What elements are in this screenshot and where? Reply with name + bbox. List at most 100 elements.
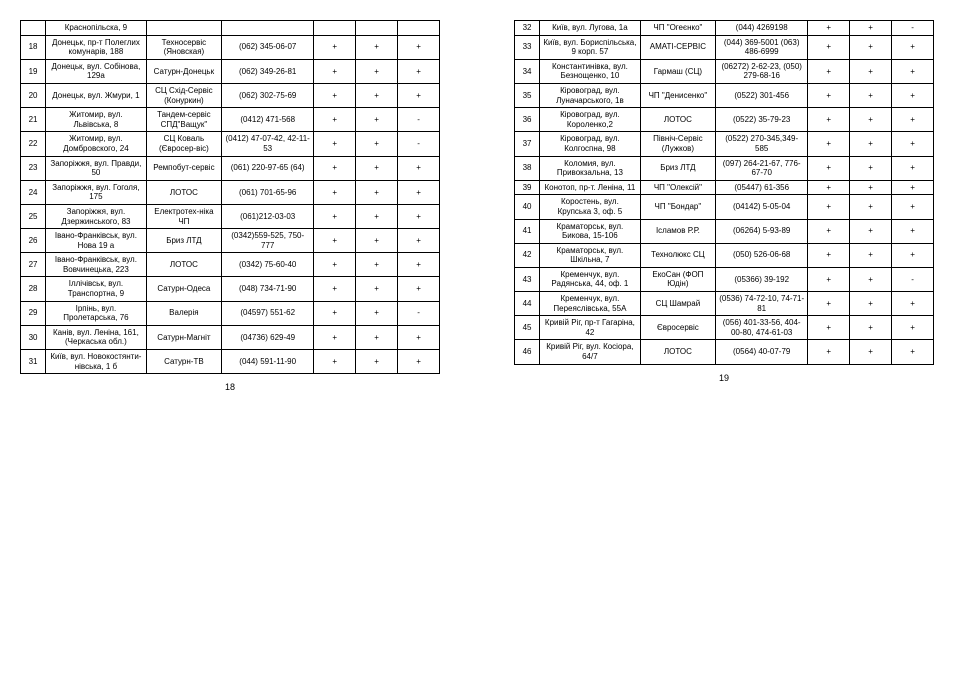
phone-cell: (05447) 61-356 [716,180,808,195]
row-number: 31 [21,350,46,374]
mark-cell: + [850,195,892,219]
left-page: Краснопільска, 918Донецьк, пр-т Полеглих… [0,0,460,675]
table-row: 36Кіровоград, вул. Короленко,2ЛОТОС(0522… [515,108,934,132]
company-cell: Північ-Сервіс (Лужков) [640,132,715,156]
company-cell: ЧП "Олексій" [640,180,715,195]
company-cell [146,21,221,36]
address-cell: Канів, вул. Леніна, 161, (Черкаська обл.… [46,325,147,349]
mark-cell: + [892,59,934,83]
company-cell: Бриз ЛТД [146,229,221,253]
company-cell: Тандем-сервіс СПД"Ващук" [146,108,221,132]
mark-cell: + [808,156,850,180]
mark-cell: + [314,277,356,301]
address-cell: Запоріжжя, вул. Гоголя, 175 [46,180,147,204]
table-row: 26Івано-Франківськ, вул. Нова 19 аБриз Л… [21,229,440,253]
mark-cell: + [808,316,850,340]
row-number: 43 [515,267,540,291]
mark-cell: + [892,195,934,219]
phone-cell: (0536) 74-72-10, 74-71-81 [716,292,808,316]
phone-cell: (0342) 75-60-40 [222,253,314,277]
mark-cell: + [892,108,934,132]
mark-cell: + [892,35,934,59]
company-cell: Сатурн-Одеса [146,277,221,301]
phone-cell: (0564) 40-07-79 [716,340,808,364]
row-number: 46 [515,340,540,364]
mark-cell: + [356,180,398,204]
mark-cell: + [356,350,398,374]
row-number: 26 [21,229,46,253]
mark-cell: + [398,350,440,374]
address-cell: Іллічівськ, вул. Транспортна, 9 [46,277,147,301]
page-number-left: 18 [20,382,440,392]
phone-cell: (044) 369-5001 (063) 486-6999 [716,35,808,59]
company-cell: Сатурн-ТВ [146,350,221,374]
address-cell: Кривій Ріг, пр-т Гагаріна, 42 [540,316,641,340]
phone-cell: (04142) 5-05-04 [716,195,808,219]
address-cell: Краснопільска, 9 [46,21,147,36]
mark-cell: + [808,340,850,364]
row-number: 30 [21,325,46,349]
phone-cell: (061)212-03-03 [222,204,314,228]
mark-cell: + [398,83,440,107]
address-cell: Житомир, вул. Домбровского, 24 [46,132,147,156]
address-cell: Київ, вул. Новокостянти-нівська, 1 б [46,350,147,374]
phone-cell: (06264) 5-93-89 [716,219,808,243]
phone-cell: (048) 734-71-90 [222,277,314,301]
row-number: 21 [21,108,46,132]
company-cell: Євросервіс [640,316,715,340]
mark-cell: + [398,204,440,228]
mark-cell: + [850,21,892,36]
mark-cell [314,21,356,36]
mark-cell: + [850,108,892,132]
company-cell: Ремпобут-сервіс [146,156,221,180]
company-cell: Сатурн-Магніт [146,325,221,349]
phone-cell: (062) 302-75-69 [222,83,314,107]
table-row: 44Кременчук, вул. Переяслівська, 55АСЦ Ш… [515,292,934,316]
mark-cell: + [808,108,850,132]
company-cell: Техносервіс (Яновская) [146,35,221,59]
row-number: 24 [21,180,46,204]
mark-cell [398,21,440,36]
mark-cell: + [808,83,850,107]
phone-cell [222,21,314,36]
row-number [21,21,46,36]
mark-cell: + [808,180,850,195]
company-cell: ЛОТОС [146,253,221,277]
mark-cell: + [850,83,892,107]
mark-cell: + [314,229,356,253]
row-number: 33 [515,35,540,59]
table-row: 18Донецьк, пр-т Полеглих комунарів, 188Т… [21,35,440,59]
table-row: 45Кривій Ріг, пр-т Гагаріна, 42Євросерві… [515,316,934,340]
mark-cell: + [356,325,398,349]
mark-cell: + [808,59,850,83]
phone-cell: (04736) 629-49 [222,325,314,349]
table-row: 35Кіровоград, вул. Луначарського, 1вЧП "… [515,83,934,107]
address-cell: Івано-Франківськ, вул. Вовчинецька, 223 [46,253,147,277]
address-cell: Кривій Ріг, вул. Косіора, 64/7 [540,340,641,364]
phone-cell: (0412) 47-07-42, 42-11-53 [222,132,314,156]
mark-cell: + [808,132,850,156]
table-row: 20Донецьк, вул. Жмури, 1СЦ Схід-Сервіс (… [21,83,440,107]
table-row: 27Івано-Франківськ, вул. Вовчинецька, 22… [21,253,440,277]
row-number: 32 [515,21,540,36]
company-cell: Гармаш (СЦ) [640,59,715,83]
company-cell: СЦ Схід-Сервіс (Конуркин) [146,83,221,107]
phone-cell: (062) 349-26-81 [222,59,314,83]
page-number-right: 19 [514,373,934,383]
phone-cell: (097) 264-21-67, 776-67-70 [716,156,808,180]
address-cell: Запоріжжя, вул. Правди, 50 [46,156,147,180]
mark-cell: + [356,301,398,325]
table-row: 28Іллічівськ, вул. Транспортна, 9Сатурн-… [21,277,440,301]
mark-cell: + [850,180,892,195]
row-number: 22 [21,132,46,156]
row-number: 44 [515,292,540,316]
table-row: 42Краматорськ, вул. Шкільна, 7Технолюкс … [515,243,934,267]
mark-cell: + [314,59,356,83]
mark-cell: + [314,156,356,180]
row-number: 20 [21,83,46,107]
address-cell: Коростень, вул. Крупська 3, оф. 5 [540,195,641,219]
mark-cell: + [356,229,398,253]
table-row: 41Краматорськ, вул. Бикова, 15-106Ісламо… [515,219,934,243]
table-row: 23Запоріжжя, вул. Правди, 50Ремпобут-сер… [21,156,440,180]
mark-cell: + [356,204,398,228]
